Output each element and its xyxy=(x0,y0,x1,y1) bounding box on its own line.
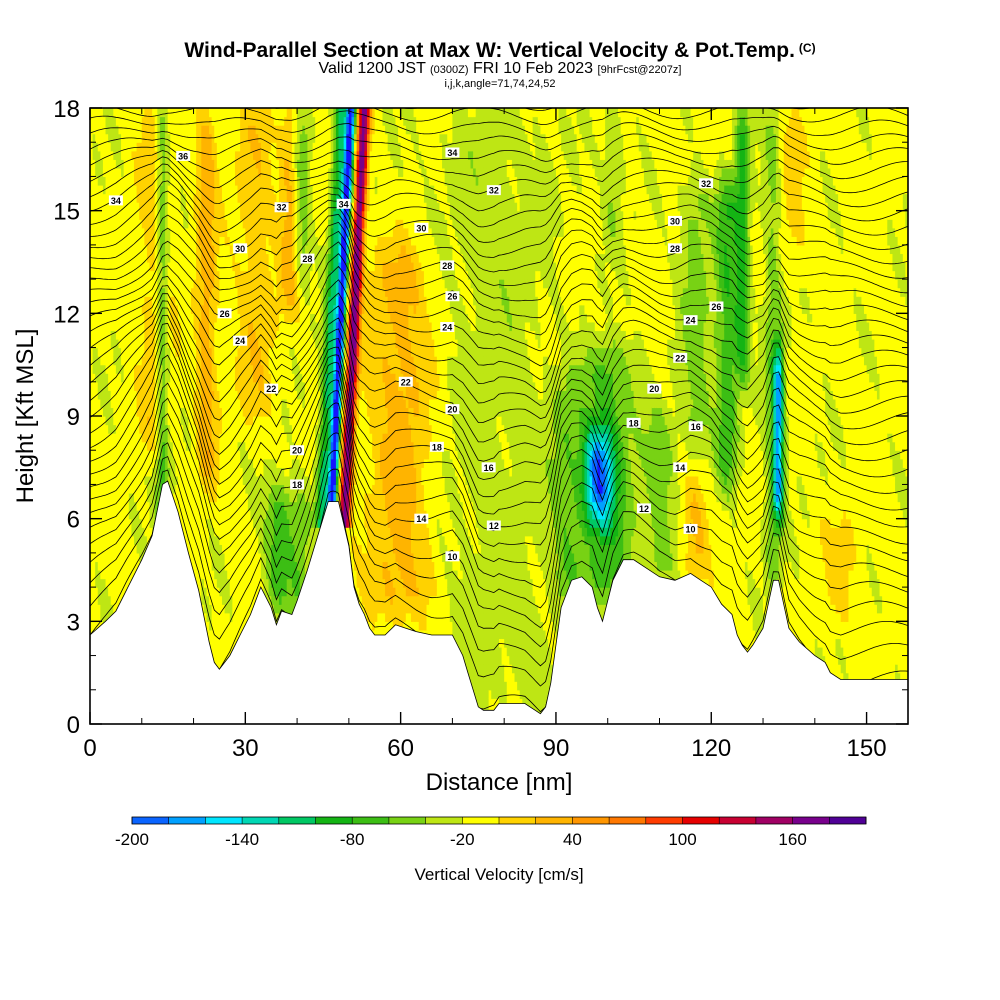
chart-canvas: 363432 3430282624222018343230282624222018… xyxy=(0,0,1000,1000)
